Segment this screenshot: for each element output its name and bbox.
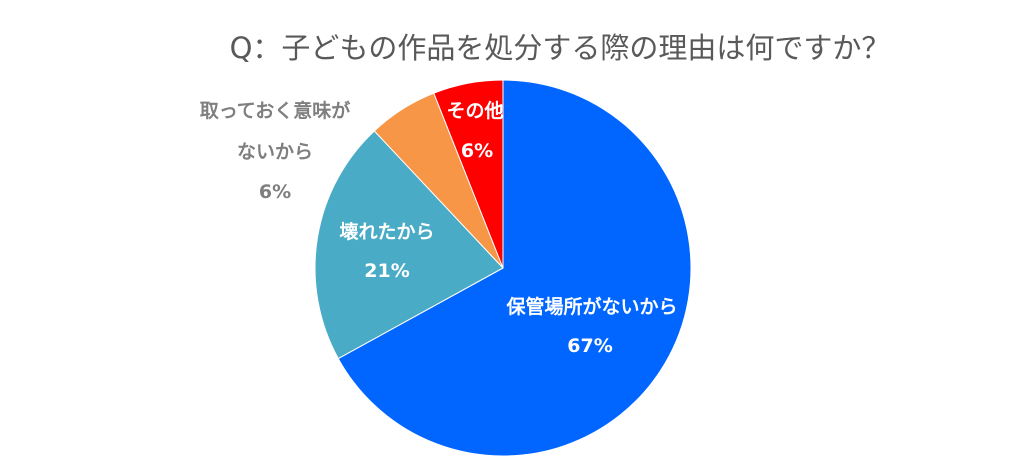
slice-value-other: 6% bbox=[461, 140, 493, 162]
slice-other bbox=[433, 79, 504, 269]
slice-storage bbox=[337, 79, 692, 457]
slice-label-storage: 保管場所がないから bbox=[505, 295, 677, 318]
slice-broken bbox=[314, 130, 504, 360]
slice-value-no-reason: 6% bbox=[259, 181, 291, 203]
slice-label-other: その他 bbox=[446, 99, 503, 122]
slice-label-no-reason-line1: 取っておく意味が bbox=[200, 99, 350, 122]
slice-value-broken: 21% bbox=[364, 260, 409, 282]
slice-label-no-reason-line2: ないから bbox=[237, 141, 313, 163]
slice-value-storage: 67% bbox=[567, 335, 612, 357]
slice-label-broken: 壊れたから bbox=[339, 221, 434, 243]
chart-title: Q：子どもの作品を処分する際の理由は何ですか？ bbox=[230, 31, 891, 65]
